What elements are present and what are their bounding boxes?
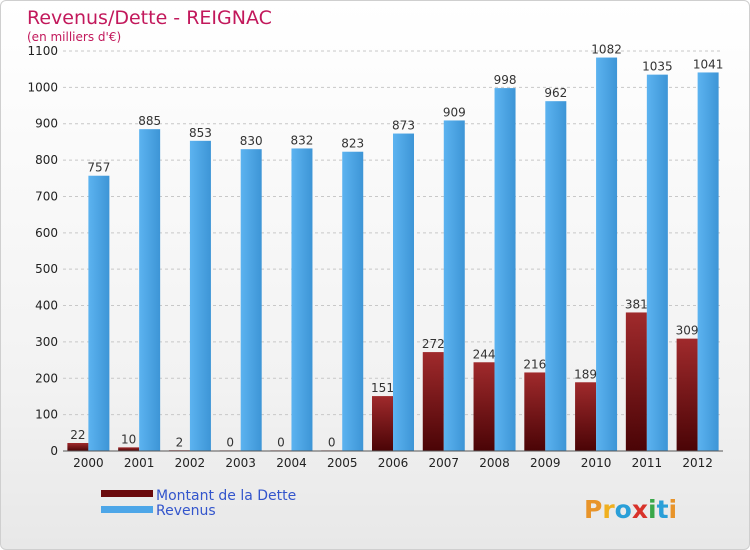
x-tick-label: 2010 (581, 456, 612, 470)
data-label-debt-2000: 22 (70, 428, 85, 442)
x-tick-label: 2006 (378, 456, 409, 470)
data-labels: 22 757 10 885 2 853 0 830 0 832 0 823 151 873 272 909 24… (70, 43, 723, 450)
bar-debt-2011 (625, 312, 647, 451)
bar-revenue-2002 (189, 140, 211, 451)
y-tick-label: 1100 (27, 44, 58, 58)
x-tick-label: 2004 (276, 456, 307, 470)
data-label-debt-2003: 0 (226, 435, 234, 449)
x-tick-label: 2002 (175, 456, 206, 470)
data-label-revenue-2001: 885 (138, 114, 161, 128)
bar-debt-2001 (118, 447, 140, 451)
x-tick-label: 2005 (327, 456, 358, 470)
bar-debt-2006 (372, 396, 393, 451)
proxiti-logo: Proxiti (584, 495, 677, 524)
y-axis-ticks: 0 100 200 300 400 500 600 700 800 900 1000 1100 (27, 44, 58, 458)
bar-revenue-2001 (139, 129, 161, 451)
bar-debt-2000 (67, 443, 89, 451)
data-label-debt-2005: 0 (328, 435, 336, 449)
data-label-revenue-2007: 909 (443, 105, 466, 119)
data-label-revenue-2012: 1041 (693, 57, 724, 71)
bar-revenue-2007 (443, 120, 465, 452)
y-tick-label: 100 (35, 408, 58, 422)
legend-swatch-debt (101, 490, 153, 497)
x-tick-label: 2008 (479, 456, 510, 470)
bars (67, 57, 719, 452)
y-tick-label: 900 (35, 117, 58, 131)
x-tick-label: 2000 (73, 456, 104, 470)
data-label-revenue-2005: 823 (341, 137, 364, 151)
data-label-debt-2001: 10 (121, 432, 136, 446)
y-tick-label: 600 (35, 226, 58, 240)
x-tick-label: 2007 (428, 456, 459, 470)
proxiti-logo-text: Proxiti (584, 495, 677, 524)
x-tick-label: 2012 (682, 456, 713, 470)
data-label-debt-2012: 309 (676, 324, 699, 338)
x-axis-ticks: 2000 2001 2002 2003 2004 2005 2006 2007 2008 2009… (73, 456, 713, 470)
y-tick-label: 200 (35, 371, 58, 385)
data-label-revenue-2006: 873 (392, 119, 415, 133)
bar-revenue-2008 (494, 88, 516, 451)
x-tick-label: 2003 (225, 456, 256, 470)
y-tick-label: 1000 (27, 80, 58, 94)
data-label-debt-2007: 272 (422, 337, 445, 351)
bar-revenue-2003 (240, 149, 262, 451)
legend-label-debt: Montant de la Dette (156, 488, 296, 504)
bar-revenue-2011 (646, 74, 668, 452)
chart-title: Revenus/Dette - REIGNAC (27, 7, 272, 29)
y-tick-label: 400 (35, 299, 58, 313)
data-label-revenue-2008: 998 (494, 73, 517, 87)
y-tick-label: 0 (50, 444, 58, 458)
bar-revenue-2005 (342, 151, 364, 451)
data-label-revenue-2003: 830 (240, 134, 263, 148)
bar-revenue-2004 (291, 148, 313, 452)
legend: Montant de la Dette Revenus (101, 488, 296, 519)
x-tick-label: 2001 (124, 456, 155, 470)
chart-subtitle: (en milliers d'€) (27, 30, 121, 44)
data-label-revenue-2010: 1082 (591, 43, 622, 57)
data-label-revenue-2011: 1035 (642, 60, 673, 74)
legend-swatch-revenue (101, 506, 153, 513)
bar-revenue-2009 (545, 101, 567, 451)
bar-debt-2012 (676, 338, 698, 451)
data-label-debt-2011: 381 (625, 297, 648, 311)
x-tick-label: 2011 (632, 456, 663, 470)
x-tick-label: 2009 (530, 456, 561, 470)
y-tick-label: 500 (35, 262, 58, 276)
data-label-debt-2009: 216 (523, 357, 546, 371)
data-label-debt-2002: 2 (176, 435, 184, 449)
bar-revenue-2006 (393, 133, 414, 451)
data-label-debt-2008: 244 (473, 347, 496, 361)
data-label-revenue-2009: 962 (544, 86, 567, 100)
y-tick-label: 800 (35, 153, 58, 167)
legend-label-revenue: Revenus (156, 503, 216, 519)
bar-revenue-2000 (88, 175, 110, 451)
data-label-debt-2010: 189 (574, 367, 597, 381)
bar-revenue-2012 (697, 72, 719, 452)
bar-debt-2007 (422, 352, 444, 451)
bar-debt-2009 (524, 372, 546, 451)
y-tick-label: 300 (35, 335, 58, 349)
data-label-debt-2006: 151 (371, 381, 394, 395)
data-label-revenue-2002: 853 (189, 126, 212, 140)
bar-debt-2008 (473, 362, 495, 451)
bar-debt-2010 (575, 382, 597, 451)
data-label-debt-2004: 0 (277, 435, 285, 449)
bar-revenue-2010 (596, 57, 618, 451)
y-tick-label: 700 (35, 189, 58, 203)
data-label-revenue-2000: 757 (87, 161, 110, 175)
data-label-revenue-2004: 832 (291, 133, 314, 147)
